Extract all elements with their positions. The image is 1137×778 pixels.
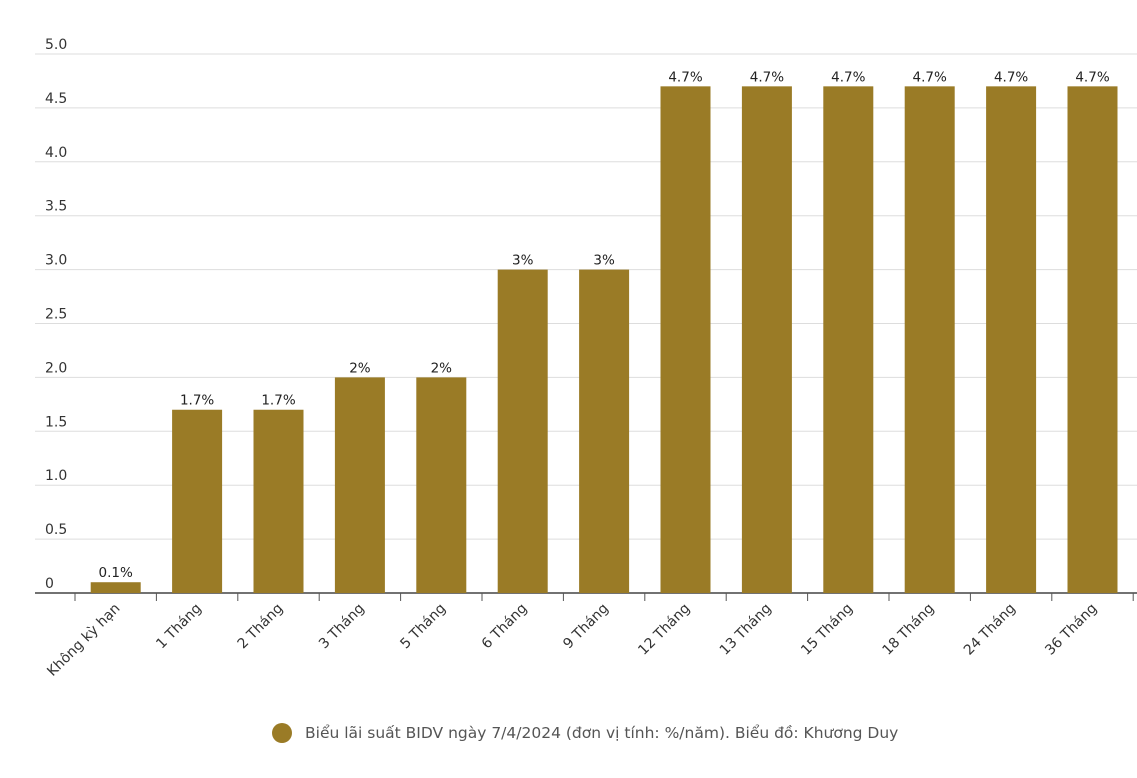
legend-label: Biểu lãi suất BIDV ngày 7/4/2024 (đơn vị… <box>305 724 899 742</box>
x-tick-label: 1 Tháng <box>153 601 205 653</box>
data-label: 4.7% <box>668 69 702 85</box>
bar <box>416 377 467 593</box>
bar <box>497 269 548 593</box>
data-label: 1.7% <box>180 393 214 409</box>
data-label: 4.7% <box>831 69 865 85</box>
bar <box>90 582 141 593</box>
data-label: 4.7% <box>913 69 947 85</box>
x-tick-label: 5 Tháng <box>397 601 449 653</box>
y-tick-label: 5.0 <box>45 37 67 53</box>
bar <box>904 86 955 593</box>
x-tick-label: 2 Tháng <box>235 601 287 653</box>
bar <box>334 377 385 593</box>
bar-chart: 0 0.5 1.0 1.5 2.0 2.5 3.0 3.5 4.0 4.5 5.0 0.1% Không… <box>35 37 1137 680</box>
bar <box>172 409 223 593</box>
bar <box>1067 86 1118 593</box>
data-label: 3% <box>512 253 534 269</box>
y-tick-label: 3.0 <box>45 253 67 269</box>
y-tick-label: 1.5 <box>45 414 67 430</box>
y-tick-label: 2.0 <box>45 360 67 376</box>
x-tick-label: 18 Tháng <box>880 601 938 659</box>
data-label: 1.7% <box>261 393 295 409</box>
x-tick-label: 3 Tháng <box>316 601 368 653</box>
data-label: 2% <box>349 360 371 376</box>
bar <box>253 409 304 593</box>
bar <box>823 86 874 593</box>
x-tick-label: 15 Tháng <box>798 601 856 659</box>
y-tick-label: 3.5 <box>45 199 67 215</box>
x-tick-label: 24 Tháng <box>961 601 1019 659</box>
y-tick-label: 0 <box>45 576 54 592</box>
data-label: 4.7% <box>994 69 1028 85</box>
y-tick-label: 4.5 <box>45 91 67 107</box>
y-tick-label: 2.5 <box>45 307 67 323</box>
bar <box>660 86 711 593</box>
x-tick-label: 6 Tháng <box>479 601 531 653</box>
data-label: 4.7% <box>1075 69 1109 85</box>
legend: Biểu lãi suất BIDV ngày 7/4/2024 (đơn vị… <box>272 720 898 746</box>
y-tick-label: 1.0 <box>45 468 67 484</box>
bar <box>986 86 1037 593</box>
x-tick-label: 13 Tháng <box>717 601 775 659</box>
x-tick-label: 36 Tháng <box>1042 601 1100 659</box>
data-label: 4.7% <box>750 69 784 85</box>
bar <box>741 86 792 593</box>
y-tick-label: 4.0 <box>45 145 67 161</box>
x-tick-label: 12 Tháng <box>635 601 693 659</box>
data-label: 2% <box>431 360 453 376</box>
y-tick-label: 0.5 <box>45 522 67 538</box>
data-label: 0.1% <box>99 565 133 581</box>
legend-swatch <box>272 723 292 743</box>
data-label: 3% <box>593 253 615 269</box>
x-tick-label: 9 Tháng <box>560 601 612 653</box>
x-tick-label: Không kỳ hạn <box>44 601 123 680</box>
bar <box>579 269 630 593</box>
